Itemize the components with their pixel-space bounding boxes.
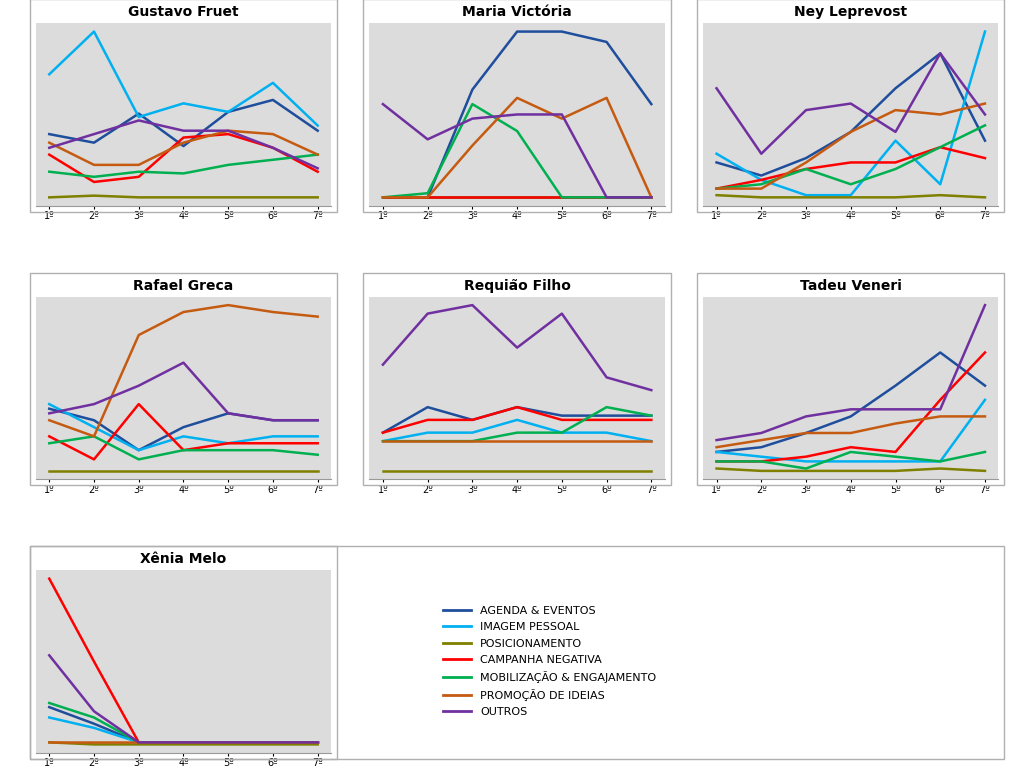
Title: Rafael Greca: Rafael Greca — [133, 279, 233, 293]
Title: Gustavo Fruet: Gustavo Fruet — [128, 5, 239, 19]
Title: Maria Victória: Maria Victória — [462, 5, 572, 19]
Title: Requião Filho: Requião Filho — [464, 279, 570, 293]
Legend: AGENDA & EVENTOS, IMAGEM PESSOAL, POSICIONAMENTO, CAMPANHA NEGATIVA, MOBILIZAÇÃO: AGENDA & EVENTOS, IMAGEM PESSOAL, POSICI… — [438, 601, 662, 722]
Title: Ney Leprevost: Ney Leprevost — [795, 5, 907, 19]
Title: Tadeu Veneri: Tadeu Veneri — [800, 279, 902, 293]
Title: Xênia Melo: Xênia Melo — [140, 553, 226, 566]
